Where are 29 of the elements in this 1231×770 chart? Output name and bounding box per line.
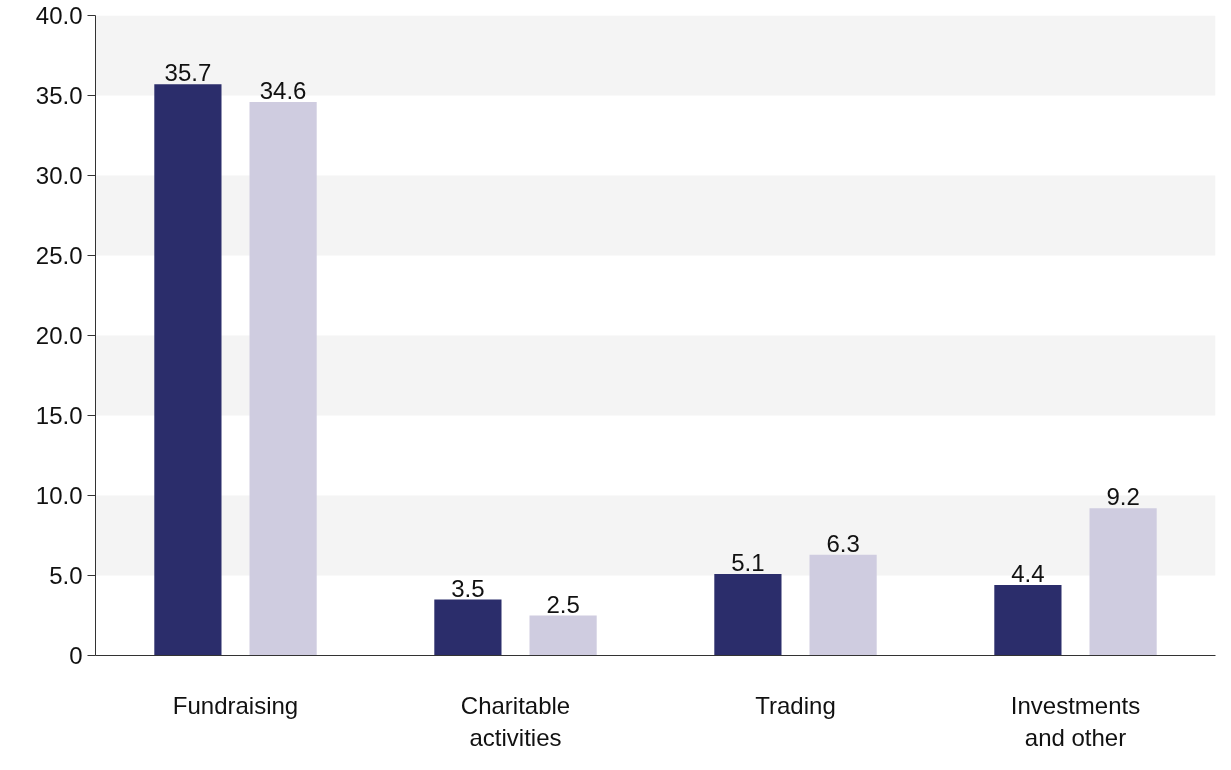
y-tick-label: 35.0 xyxy=(35,82,83,109)
data-label: 9.2 xyxy=(1106,483,1140,511)
bar xyxy=(249,101,317,656)
data-label: 2.5 xyxy=(546,590,580,618)
bar xyxy=(994,585,1062,656)
data-label: 34.6 xyxy=(259,76,307,104)
data-label: 6.3 xyxy=(826,529,860,557)
x-tick-label: Trading xyxy=(755,691,836,719)
y-tick-label: 0 xyxy=(69,642,83,669)
bar xyxy=(529,615,597,656)
y-tick-label: 30.0 xyxy=(35,162,83,189)
y-tick-label: 10.0 xyxy=(35,482,83,509)
bar xyxy=(714,573,782,656)
y-tick-label: 15.0 xyxy=(35,402,83,429)
bar xyxy=(809,554,877,656)
bar xyxy=(434,599,502,656)
x-tick-label: Fundraising xyxy=(172,691,299,719)
x-tick-label: Investments and other xyxy=(1010,691,1141,751)
y-tick-label: 40.0 xyxy=(35,2,83,29)
data-label: 35.7 xyxy=(164,59,212,87)
y-tick-label: 20.0 xyxy=(35,322,83,349)
data-label: 5.1 xyxy=(731,548,765,576)
y-tick-label: 5.0 xyxy=(49,562,83,589)
bar xyxy=(154,84,222,656)
x-tick-label: Charitable activities xyxy=(460,691,571,751)
data-label: 4.4 xyxy=(1011,560,1045,588)
y-tick-label: 25.0 xyxy=(35,242,83,269)
data-label: 3.5 xyxy=(451,574,485,602)
bar xyxy=(1089,508,1157,656)
